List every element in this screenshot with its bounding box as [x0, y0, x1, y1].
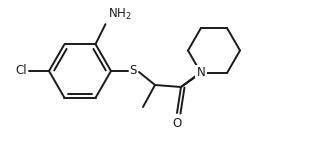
Text: Cl: Cl — [16, 64, 27, 78]
Text: S: S — [129, 64, 137, 78]
Text: N: N — [197, 66, 205, 80]
Text: NH$_2$: NH$_2$ — [108, 7, 132, 22]
Text: N: N — [197, 66, 205, 80]
Text: O: O — [172, 117, 182, 130]
